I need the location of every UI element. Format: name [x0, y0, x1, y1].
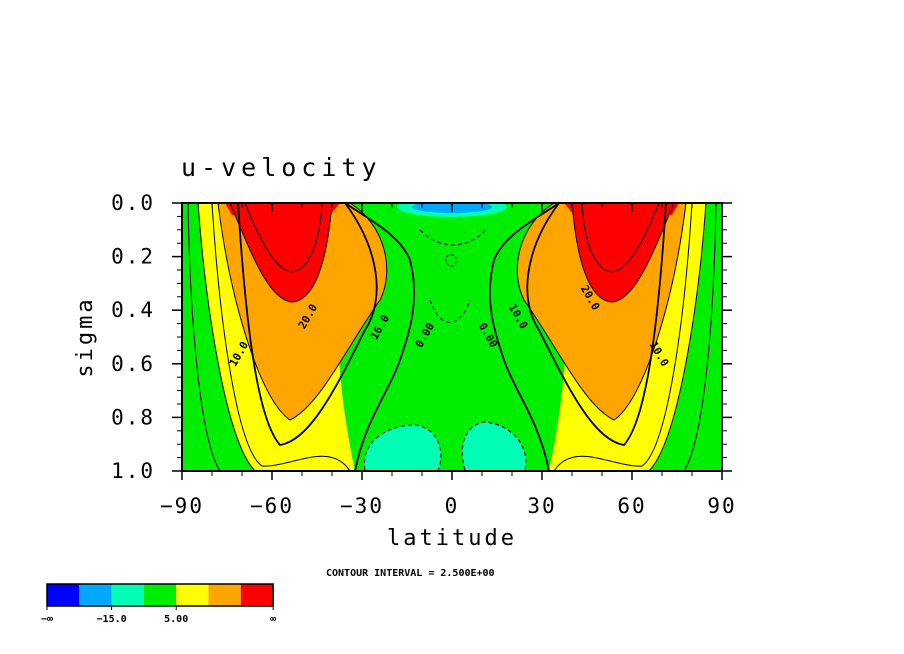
- colorbar-swatch: [143, 584, 177, 606]
- colorbar-label: −15.0: [97, 614, 127, 625]
- colorbar-swatch: [208, 584, 241, 606]
- x-tick-label: 60: [617, 494, 646, 518]
- x-tick-label: −60: [250, 494, 294, 518]
- y-tick-label: 0.4: [111, 298, 155, 322]
- x-axis-label: latitude: [387, 526, 517, 551]
- y-axis-ticks: 0.0 0.2 0.4 0.6 0.8 1.0: [111, 191, 732, 483]
- colorbar-swatch: [240, 584, 274, 606]
- colorbar-label: ∞: [270, 614, 276, 625]
- x-tick-label: −30: [340, 494, 384, 518]
- y-tick-label: 0.2: [111, 245, 155, 269]
- y-tick-label: 1.0: [111, 459, 155, 483]
- band-north-25b: [564, 203, 679, 215]
- colorbar-swatch: [47, 584, 80, 606]
- colorbar-swatch: [111, 584, 144, 606]
- colorbar-frame: [46, 583, 274, 607]
- y-tick-label: 0.0: [111, 191, 155, 215]
- colorbar-label: −∞: [41, 614, 53, 625]
- colorbar-label: 5.00: [164, 614, 188, 625]
- x-tick-label: 90: [707, 494, 736, 518]
- y-axis-label: sigma: [73, 296, 98, 377]
- surface-easterlies-north: [462, 422, 526, 470]
- x-tick-label: 0: [445, 494, 460, 518]
- x-tick-label: 30: [527, 494, 556, 518]
- contour-interval-note: CONTOUR INTERVAL = 2.500E+00: [326, 568, 495, 579]
- surface-easterlies-south: [364, 425, 441, 470]
- chart-title: u-velocity: [181, 153, 382, 182]
- y-tick-label: 0.8: [111, 405, 155, 429]
- colorbar: −∞ −15.0 5.00 ∞: [41, 583, 276, 625]
- contour-field: [182, 203, 722, 471]
- x-tick-label: −90: [160, 494, 204, 518]
- y-tick-label: 0.6: [111, 352, 155, 376]
- contour-lines: [187, 203, 717, 471]
- colorbar-swatch: [79, 584, 112, 606]
- x-axis-ticks: −90 −60 −30 0 30 60 90: [160, 203, 736, 518]
- band-south-25b: [225, 203, 340, 215]
- colorbar-swatch: [176, 584, 209, 606]
